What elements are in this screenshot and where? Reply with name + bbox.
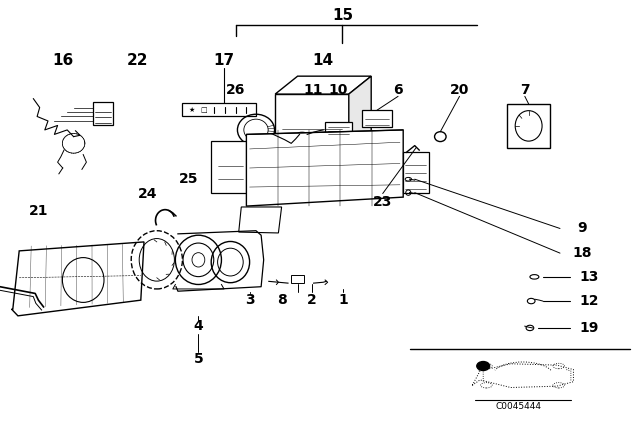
Text: 3: 3 xyxy=(244,293,255,307)
Text: 24: 24 xyxy=(138,186,157,201)
Text: 13: 13 xyxy=(579,270,598,284)
Polygon shape xyxy=(349,76,371,143)
FancyBboxPatch shape xyxy=(275,94,349,143)
Text: 23: 23 xyxy=(373,195,392,210)
Text: 9: 9 xyxy=(577,221,588,236)
Text: 6: 6 xyxy=(393,82,403,97)
Text: 19: 19 xyxy=(579,321,598,335)
Polygon shape xyxy=(239,207,282,233)
FancyBboxPatch shape xyxy=(211,141,250,193)
Text: 17: 17 xyxy=(213,53,235,68)
Text: 25: 25 xyxy=(179,172,198,186)
Text: 15: 15 xyxy=(332,8,353,23)
Text: □: □ xyxy=(200,107,207,113)
FancyBboxPatch shape xyxy=(403,152,429,193)
FancyBboxPatch shape xyxy=(93,102,113,125)
Text: ★: ★ xyxy=(189,107,195,113)
Polygon shape xyxy=(275,76,371,94)
Text: 5: 5 xyxy=(193,352,204,366)
Text: 26: 26 xyxy=(226,82,245,97)
Text: 10: 10 xyxy=(328,82,348,97)
Text: 21: 21 xyxy=(29,203,48,218)
Polygon shape xyxy=(12,242,144,316)
Text: 16: 16 xyxy=(52,53,74,68)
FancyBboxPatch shape xyxy=(325,122,352,136)
Polygon shape xyxy=(246,130,403,206)
FancyBboxPatch shape xyxy=(291,275,304,283)
Text: 14: 14 xyxy=(312,53,334,68)
FancyBboxPatch shape xyxy=(507,104,550,148)
Text: 1: 1 xyxy=(338,293,348,307)
Text: C0045444: C0045444 xyxy=(495,402,541,411)
Text: 4: 4 xyxy=(193,319,204,333)
Text: 8: 8 xyxy=(276,293,287,307)
Text: 11: 11 xyxy=(304,82,323,97)
FancyBboxPatch shape xyxy=(182,103,256,116)
Circle shape xyxy=(477,362,490,370)
Text: 12: 12 xyxy=(579,294,598,308)
Text: 18: 18 xyxy=(573,246,592,260)
Text: 7: 7 xyxy=(520,82,530,97)
Text: 22: 22 xyxy=(127,53,148,68)
FancyBboxPatch shape xyxy=(362,110,392,127)
Text: 2: 2 xyxy=(307,293,317,307)
Text: 20: 20 xyxy=(450,82,469,97)
